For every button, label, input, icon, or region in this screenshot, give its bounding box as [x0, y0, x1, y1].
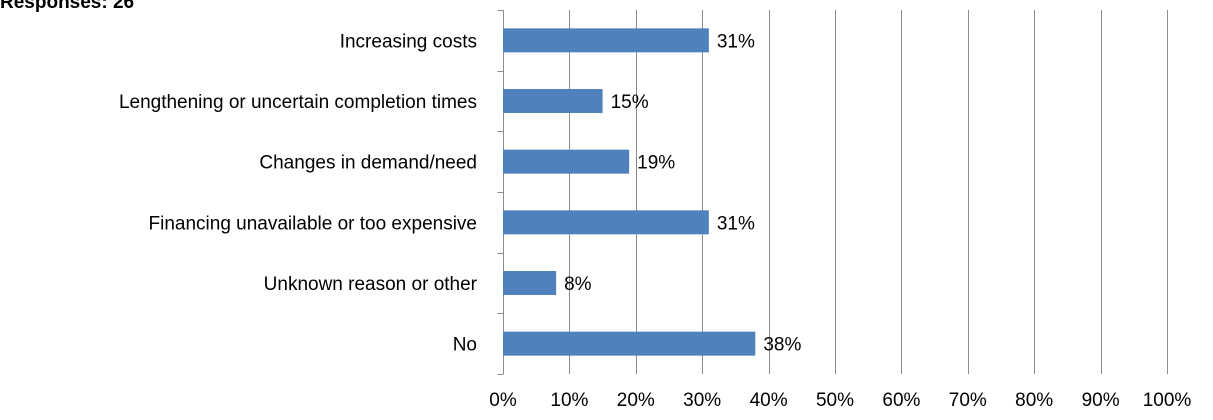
x-tick-label: 50%	[816, 390, 854, 411]
x-tick-label: 70%	[949, 390, 987, 411]
data-label: 31%	[717, 213, 755, 234]
category-label: Unknown reason or other	[264, 274, 478, 295]
x-tick-label: 90%	[1082, 390, 1120, 411]
x-tick-label: 30%	[683, 390, 721, 411]
bar	[503, 210, 709, 235]
data-label: 15%	[611, 92, 649, 113]
chart-subtitle: Responses: 26	[0, 0, 135, 13]
bar	[503, 28, 709, 53]
category-label: Changes in demand/need	[259, 153, 477, 174]
category-label: Lengthening or uncertain completion time…	[119, 92, 477, 113]
bar	[503, 331, 756, 356]
x-tick-label: 100%	[1143, 390, 1192, 411]
category-label: Financing unavailable or too expensive	[149, 213, 478, 234]
bar	[503, 149, 630, 174]
labels: 0% 10% 20% 30% 40% 50% 60% 70% 80% 90% 100% Increas…	[119, 31, 1191, 411]
x-tick-label: 20%	[617, 390, 655, 411]
x-tick-label: 80%	[1015, 390, 1053, 411]
data-label: 8%	[564, 274, 592, 295]
data-label: 38%	[763, 335, 801, 356]
x-tick-label: 60%	[882, 390, 920, 411]
bars	[503, 28, 756, 356]
x-tick-label: 40%	[750, 390, 788, 411]
category-label: Increasing costs	[340, 31, 477, 52]
x-tick-label: 10%	[550, 390, 588, 411]
gridlines	[569, 10, 1168, 374]
x-tick-label: 0%	[489, 390, 517, 411]
axes	[497, 10, 504, 375]
bar	[503, 89, 603, 113]
bar	[503, 271, 557, 295]
data-label: 31%	[717, 31, 755, 52]
category-label: No	[453, 335, 477, 356]
data-label: 19%	[637, 153, 675, 174]
